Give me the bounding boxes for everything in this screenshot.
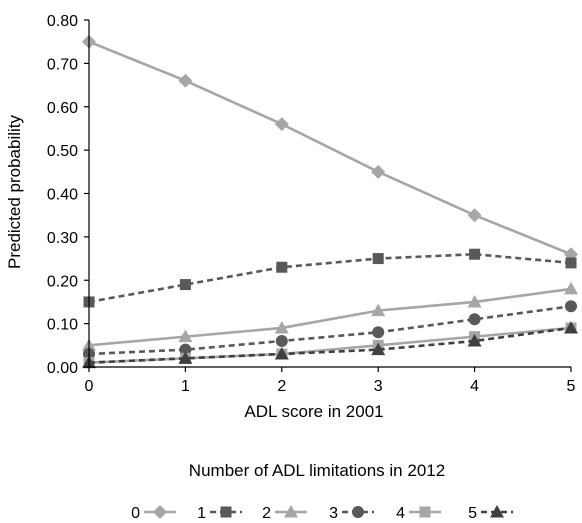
- x-tick-label: 0: [85, 378, 94, 395]
- legend-label: 4: [396, 505, 405, 522]
- series-5: [82, 320, 578, 369]
- legend-label: 5: [468, 505, 477, 522]
- data-point: [178, 73, 193, 88]
- data-point: [467, 294, 482, 308]
- legend-marker: [490, 505, 504, 518]
- y-tick-label: 0.30: [47, 230, 78, 247]
- axes: 0.00 0.10 0.20 0.30 0.40 0.50 0.60 0.70 0.80 0 1 2 3…: [47, 13, 576, 395]
- series-0: [82, 34, 578, 262]
- data-point: [469, 248, 481, 260]
- y-tick-label: 0.20: [47, 273, 78, 290]
- y-axis-title: Predicted probability: [5, 114, 24, 269]
- data-point: [467, 208, 482, 223]
- legend: 0 1 2 3 4 5: [131, 505, 513, 522]
- plot-area: [82, 34, 578, 369]
- y-tick-label: 0.40: [47, 187, 78, 204]
- series-line: [88, 304, 572, 356]
- legend-title: Number of ADL limitations in 2012: [189, 461, 445, 480]
- series-line: [88, 326, 572, 364]
- series-line: [88, 287, 572, 347]
- data-point: [372, 326, 385, 339]
- legend-marker: [220, 506, 232, 518]
- x-axis-title: ADL score in 2001: [244, 402, 383, 421]
- data-point: [467, 333, 482, 347]
- data-point: [276, 261, 288, 273]
- series-line: [88, 326, 572, 364]
- legend-label: 2: [262, 505, 271, 522]
- legend-item-5: 5: [468, 505, 513, 522]
- data-point: [274, 346, 289, 360]
- data-point: [564, 320, 578, 334]
- x-tick-label: 5: [567, 378, 576, 395]
- data-point: [564, 281, 578, 295]
- legend-label: 0: [131, 505, 140, 522]
- data-point: [179, 279, 191, 291]
- data-point: [178, 329, 193, 343]
- y-tick-label: 0.80: [47, 13, 78, 30]
- data-point: [565, 300, 577, 313]
- x-tick-label: 2: [277, 378, 286, 395]
- x-tick-label: 1: [181, 378, 190, 395]
- y-tick-label: 0.60: [47, 100, 78, 117]
- y-tick-label: 0.00: [47, 360, 78, 377]
- series-2: [82, 281, 578, 351]
- legend-item-3: 3: [329, 505, 374, 522]
- x-tick-label: 3: [374, 378, 383, 395]
- series-line: [88, 40, 572, 256]
- data-point: [275, 334, 288, 347]
- legend-label: 1: [197, 505, 206, 522]
- y-tick-label: 0.70: [47, 56, 78, 73]
- legend-marker: [352, 506, 364, 518]
- legend-item-2: 2: [262, 505, 307, 522]
- data-point: [179, 343, 192, 356]
- y-tick-label: 0.50: [47, 143, 78, 160]
- data-point: [565, 257, 577, 269]
- data-point: [371, 164, 386, 179]
- legend-item-4: 4: [396, 505, 441, 522]
- legend-item-1: 1: [197, 505, 242, 522]
- data-point: [468, 313, 481, 326]
- series-line: [88, 252, 572, 304]
- data-point: [274, 117, 289, 132]
- series-4: [83, 322, 577, 369]
- legend-item-0: 0: [131, 505, 176, 522]
- data-point: [371, 303, 386, 317]
- x-tick-label: 4: [470, 378, 479, 395]
- data-point: [372, 253, 384, 265]
- legend-marker: [284, 505, 298, 518]
- legend-marker: [419, 506, 431, 518]
- legend-marker: [153, 505, 167, 519]
- data-point: [371, 342, 386, 356]
- data-point: [274, 320, 289, 334]
- data-point: [178, 351, 193, 364]
- y-tick-label: 0.10: [47, 317, 78, 334]
- legend-label: 3: [329, 505, 338, 522]
